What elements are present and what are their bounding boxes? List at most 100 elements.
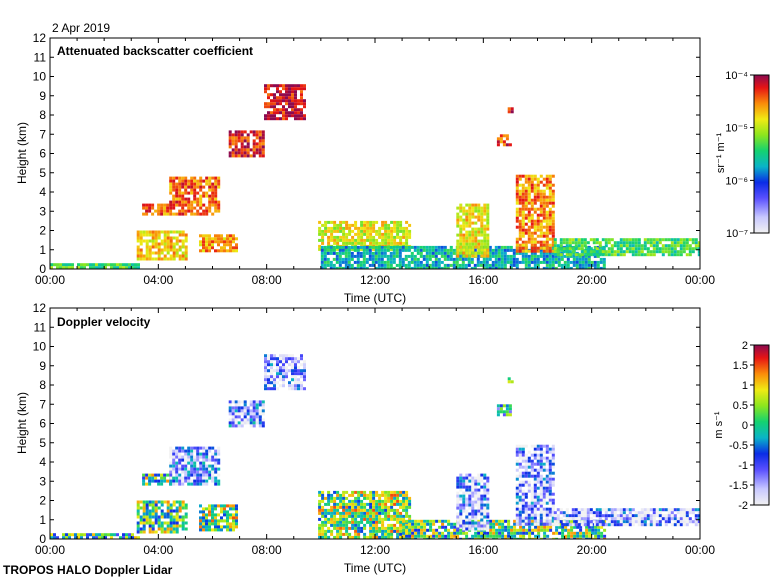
backscatter-feature-13 [553, 238, 700, 257]
heatmap-cell [536, 453, 540, 457]
heatmap-cell [360, 223, 364, 227]
heatmap-cell [369, 508, 373, 512]
heatmap-cell [440, 266, 444, 269]
heatmap-cell [199, 516, 202, 520]
heatmap-cell [536, 249, 540, 253]
heatmap-cell [539, 222, 543, 226]
heatmap-cell [267, 96, 270, 100]
heatmap-cell [255, 145, 259, 149]
heatmap-cell [172, 242, 176, 246]
heatmap-cell [214, 234, 217, 238]
heatmap-cell [539, 498, 543, 502]
heatmap-cell [509, 263, 513, 267]
heatmap-cell [405, 226, 409, 230]
heatmap-cell [561, 534, 565, 538]
heatmap-cell [202, 516, 205, 520]
heatmap-cell [527, 174, 531, 178]
heatmap-cell [332, 245, 336, 249]
heatmap-cell [521, 474, 525, 478]
heatmap-cell [548, 210, 552, 214]
heatmap-cell [559, 508, 563, 512]
heatmap-cell [405, 514, 409, 518]
heatmap-cell [527, 489, 531, 493]
heatmap-cell [664, 517, 668, 521]
heatmap-cell [240, 154, 244, 158]
heatmap-cell [515, 492, 519, 496]
heatmap-cell [181, 233, 185, 237]
heatmap-cell [465, 245, 469, 249]
heatmap-cell [521, 195, 525, 199]
heatmap-cell [450, 537, 454, 539]
heatmap-cell [533, 447, 537, 451]
heatmap-cell [631, 241, 635, 245]
heatmap-cell [396, 235, 400, 239]
heatmap-cell [499, 137, 503, 141]
heatmap-cell [652, 511, 656, 515]
heatmap-cell [482, 263, 486, 267]
heatmap-cell [398, 251, 402, 255]
heatmap-cell [318, 517, 322, 521]
heatmap-cell [622, 520, 626, 524]
heatmap-cell [459, 503, 463, 507]
heatmap-cell [398, 248, 402, 252]
heatmap-cell [190, 209, 194, 213]
heatmap-cell [208, 185, 212, 189]
heatmap-cell [348, 505, 352, 509]
heatmap-cell [235, 237, 238, 241]
heatmap-cell [402, 519, 406, 523]
heatmap-cell [486, 527, 490, 531]
heatmap-cell [282, 93, 285, 97]
heatmap-cell [601, 238, 605, 242]
heatmap-cell [527, 516, 531, 520]
heatmap-cell [542, 510, 546, 514]
heatmap-cell [408, 514, 412, 518]
heatmap-cell [519, 528, 523, 532]
heatmap-cell [530, 251, 534, 255]
heatmap-cell [145, 512, 149, 516]
heatmap-cell [649, 241, 653, 245]
heatmap-cell [530, 492, 534, 496]
heatmap-cell [587, 260, 591, 264]
heatmap-cell [462, 209, 466, 213]
heatmap-cell [330, 529, 334, 533]
heatmap-cell [318, 490, 322, 494]
heatmap-cell [101, 533, 104, 537]
heatmap-cell [344, 248, 348, 252]
heatmap-cell [375, 241, 379, 245]
heatmap-cell [539, 462, 543, 466]
heatmap-cell [548, 480, 552, 484]
heatmap-cell [384, 517, 388, 521]
heatmap-cell [664, 520, 668, 524]
heatmap-cell [420, 534, 424, 538]
heatmap-cell [559, 241, 563, 245]
heatmap-cell [235, 522, 238, 526]
heatmap-cell [408, 519, 412, 523]
y-tick-label: 7 [39, 127, 46, 141]
heatmap-cell [545, 483, 549, 487]
heatmap-cell [344, 266, 348, 269]
heatmap-cell [471, 503, 475, 507]
heatmap-cell [345, 529, 349, 533]
heatmap-cell [500, 245, 504, 249]
heatmap-cell [471, 203, 475, 207]
heatmap-cell [333, 508, 337, 512]
heatmap-cell [261, 139, 265, 143]
heatmap-cell [357, 499, 361, 503]
heatmap-cell [374, 248, 378, 252]
heatmap-cell [390, 529, 394, 533]
heatmap-cell [551, 251, 555, 255]
heatmap-cell [411, 519, 415, 523]
heatmap-cell [625, 238, 629, 242]
heatmap-cell [537, 528, 541, 532]
heatmap-cell [226, 519, 229, 523]
heatmap-cell [270, 102, 273, 106]
heatmap-cell [362, 260, 366, 264]
heatmap-cell [321, 499, 325, 503]
heatmap-cell [249, 412, 253, 416]
heatmap-cell [697, 253, 700, 257]
heatmap-cell [468, 209, 472, 213]
heatmap-cell [521, 249, 525, 253]
heatmap-cell [390, 493, 394, 497]
heatmap-cell [202, 464, 206, 468]
heatmap-cell [338, 251, 342, 255]
